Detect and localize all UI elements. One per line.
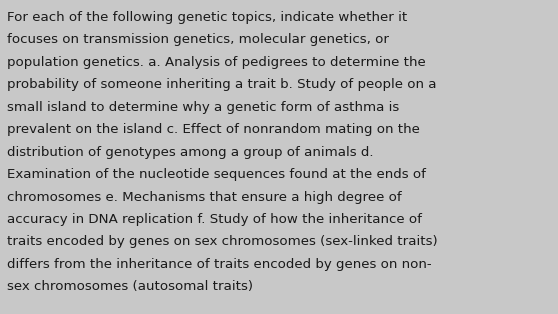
Text: For each of the following genetic topics, indicate whether it: For each of the following genetic topics… (7, 11, 407, 24)
Text: distribution of genotypes among a group of animals d.: distribution of genotypes among a group … (7, 146, 373, 159)
Text: sex chromosomes (autosomal traits): sex chromosomes (autosomal traits) (7, 280, 253, 293)
Text: accuracy in DNA replication f. Study of how the inheritance of: accuracy in DNA replication f. Study of … (7, 213, 422, 226)
Text: small island to determine why a genetic form of asthma is: small island to determine why a genetic … (7, 101, 399, 114)
Text: probability of someone inheriting a trait b. Study of people on a: probability of someone inheriting a trai… (7, 78, 436, 91)
Text: focuses on transmission genetics, molecular genetics, or: focuses on transmission genetics, molecu… (7, 34, 389, 46)
Text: differs from the inheritance of traits encoded by genes on non-: differs from the inheritance of traits e… (7, 258, 431, 271)
Text: Examination of the nucleotide sequences found at the ends of: Examination of the nucleotide sequences … (7, 168, 426, 181)
Text: population genetics. a. Analysis of pedigrees to determine the: population genetics. a. Analysis of pedi… (7, 56, 425, 69)
Text: prevalent on the island c. Effect of nonrandom mating on the: prevalent on the island c. Effect of non… (7, 123, 420, 136)
Text: chromosomes e. Mechanisms that ensure a high degree of: chromosomes e. Mechanisms that ensure a … (7, 191, 401, 203)
Text: traits encoded by genes on sex chromosomes (sex-linked traits): traits encoded by genes on sex chromosom… (7, 236, 437, 248)
